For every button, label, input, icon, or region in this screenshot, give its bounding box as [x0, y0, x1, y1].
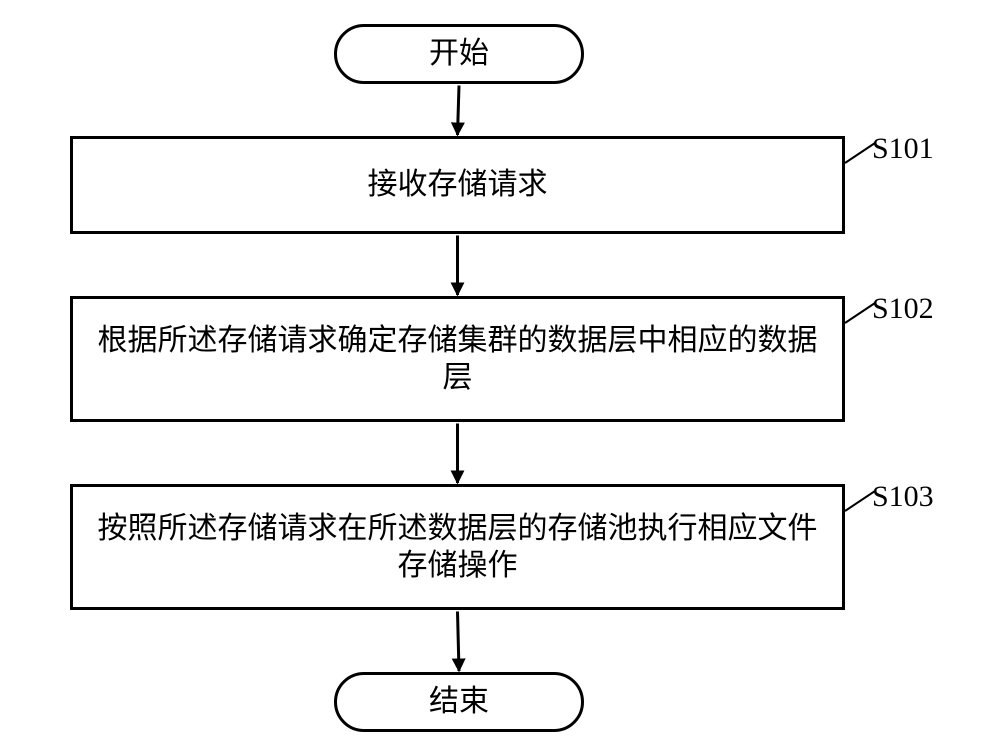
- step-label-s103: S103: [872, 480, 934, 514]
- terminal-end: 结束: [334, 672, 584, 732]
- process-s102: 根据所述存储请求确定存储集群的数据层中相应的数据层: [70, 296, 845, 422]
- process-s101: 接收存储请求: [70, 136, 845, 234]
- step-label-s103-text: S103: [872, 480, 934, 514]
- step-label-s101: S101: [872, 132, 934, 166]
- process-s102-label: 根据所述存储请求确定存储集群的数据层中相应的数据层: [97, 322, 818, 397]
- step-label-s102-text: S102: [872, 292, 934, 326]
- step-label-s102: S102: [872, 292, 934, 326]
- process-s103-label: 按照所述存储请求在所述数据层的存储池执行相应文件存储操作: [97, 510, 818, 585]
- terminal-start: 开始: [334, 24, 584, 84]
- process-s101-label: 接收存储请求: [368, 166, 548, 204]
- terminal-start-label: 开始: [429, 35, 489, 73]
- terminal-end-label: 结束: [429, 683, 489, 721]
- process-s103: 按照所述存储请求在所述数据层的存储池执行相应文件存储操作: [70, 484, 845, 610]
- flowchart-canvas: 开始 接收存储请求 根据所述存储请求确定存储集群的数据层中相应的数据层 按照所述…: [0, 0, 1000, 756]
- step-label-s101-text: S101: [872, 132, 934, 166]
